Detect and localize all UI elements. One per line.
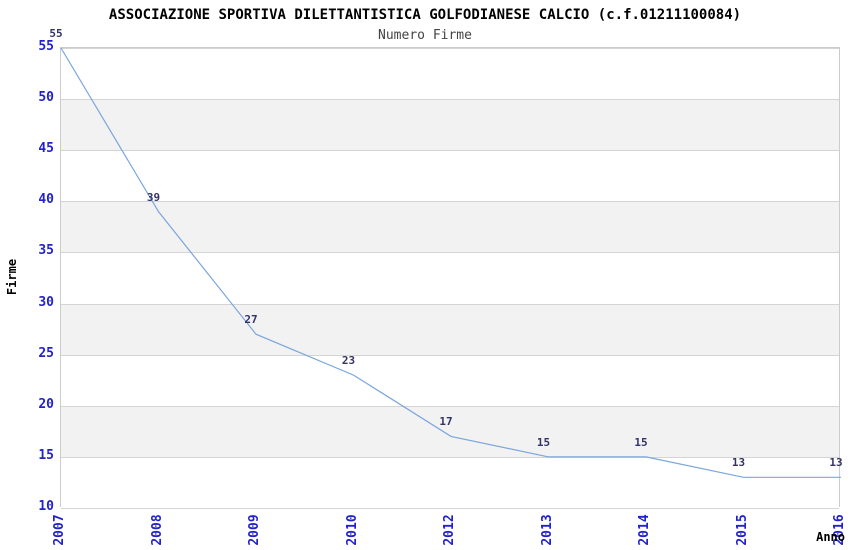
gridline (61, 150, 839, 152)
band (61, 201, 839, 253)
gridline (61, 508, 839, 509)
x-tick-label: 2010 (344, 514, 360, 546)
band (61, 48, 839, 100)
gridline (61, 99, 839, 101)
x-axis-title: Anno (816, 530, 845, 544)
y-tick-label: 10 (38, 499, 54, 514)
band (61, 150, 839, 202)
gridline (61, 303, 839, 305)
x-tick-label: 2008 (149, 514, 165, 546)
gridline (61, 405, 839, 407)
data-point-label: 13 (731, 456, 746, 470)
plot-area (60, 47, 841, 509)
x-tick-label: 2009 (247, 514, 262, 546)
x-tick-label: 2015 (734, 514, 750, 546)
chart-title: ASSOCIAZIONE SPORTIVA DILETTANTISTICA GO… (108, 7, 742, 23)
data-point-label: 13 (829, 456, 843, 470)
data-point-label: 17 (439, 415, 453, 429)
gridline (61, 201, 839, 203)
band (61, 303, 839, 355)
y-tick-label: 45 (38, 141, 54, 157)
data-point-label: 15 (536, 435, 551, 449)
y-tick-label: 35 (38, 243, 54, 259)
data-point-label: 39 (146, 190, 161, 204)
gridline (61, 354, 839, 356)
x-tick-label: 2007 (52, 514, 67, 546)
gridline (61, 456, 839, 458)
y-tick-label: 25 (38, 345, 54, 361)
x-tick-label: 2012 (442, 514, 457, 546)
gridline (61, 48, 839, 49)
y-tick-label: 30 (38, 294, 54, 310)
band (61, 252, 839, 304)
data-point-label: 27 (244, 313, 258, 327)
data-point-label: 55 (49, 27, 63, 40)
band (61, 354, 839, 406)
band (61, 99, 839, 151)
y-tick-label: 55 (38, 39, 54, 54)
band (61, 405, 839, 457)
data-line (60, 47, 841, 478)
y-tick-label: 20 (38, 396, 54, 412)
band (61, 456, 839, 508)
gridline (61, 252, 839, 254)
data-point-label: 15 (634, 435, 648, 449)
chart-subtitle: Numero Firme (378, 28, 472, 43)
data-point-label: 23 (341, 354, 356, 368)
y-tick-label: 15 (38, 447, 54, 463)
y-tick-label: 40 (38, 192, 54, 208)
x-tick-label: 2013 (539, 514, 555, 546)
line-series-svg (60, 47, 841, 478)
y-axis-title: Firme (5, 258, 19, 296)
y-tick-label: 50 (38, 90, 54, 106)
x-tick-label: 2014 (637, 514, 652, 546)
